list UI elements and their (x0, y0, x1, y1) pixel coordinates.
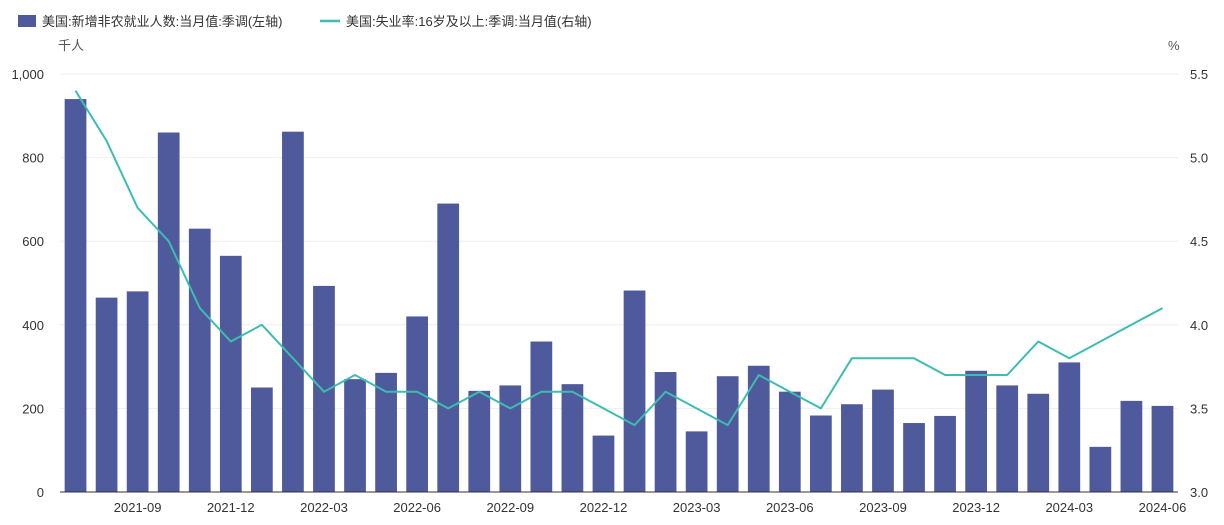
bar (716, 376, 739, 492)
unemployment-line (74, 90, 1163, 427)
bar (1151, 405, 1174, 492)
bar (872, 389, 894, 492)
x-tick-label: 2023-09 (859, 500, 907, 515)
bar (1120, 400, 1143, 492)
bar (282, 131, 304, 492)
bar (685, 431, 708, 492)
bar (437, 203, 460, 492)
bar (809, 415, 832, 492)
bar (250, 387, 273, 492)
y-right-tick-label: 3.5 (1190, 401, 1208, 416)
y-right-tick-label: 5.0 (1190, 151, 1208, 166)
bar (1058, 362, 1081, 492)
bar (95, 297, 118, 492)
bar-series (64, 99, 1174, 492)
bar (406, 316, 429, 492)
legend: 美国:新增非农就业人数:当月值:季调(左轴) 美国:失业率:16岁及以上:季调:… (18, 14, 592, 29)
x-tick-labels: 2021-09 2021-12 2022-03 2022-06 2022-09 2022-… (114, 500, 1187, 515)
bar (1089, 446, 1112, 492)
bar (592, 435, 615, 492)
bar (934, 415, 956, 492)
bar (747, 365, 770, 492)
x-tick-label: 2022-09 (486, 500, 534, 515)
y-left-tick-label: 1,000 (11, 67, 44, 82)
x-tick-label: 2024-03 (1045, 500, 1093, 515)
y-right-unit: % (1168, 38, 1180, 53)
y-left-tick-label: 600 (22, 234, 44, 249)
bar (188, 228, 211, 492)
legend-line-label: 美国:失业率:16岁及以上:季调:当月值(右轴) (346, 14, 592, 29)
bar (530, 341, 553, 492)
y-right-tick-label: 4.0 (1190, 318, 1208, 333)
bar (313, 285, 335, 492)
bar (499, 385, 522, 492)
x-tick-label: 2021-12 (207, 500, 255, 515)
y-left-tick-label: 400 (22, 318, 44, 333)
bar (126, 291, 149, 492)
bar (344, 379, 366, 492)
bar (561, 384, 584, 492)
grid-lines (60, 73, 1178, 409)
x-tick-label: 2023-06 (766, 500, 814, 515)
bar (965, 370, 988, 492)
x-tick-label: 2022-03 (300, 500, 348, 515)
bar (778, 391, 801, 492)
x-tick-label: 2023-12 (952, 500, 1000, 515)
x-tick-label: 2022-06 (393, 500, 441, 515)
y-left-tick-label: 800 (22, 151, 44, 166)
y-right-tick-label: 5.5 (1190, 67, 1208, 82)
bar (219, 255, 242, 492)
bar (375, 372, 397, 492)
y-left-tick-labels: 0 200 400 600 800 1,000 (11, 67, 44, 500)
bar (468, 390, 491, 492)
y-right-tick-label: 3.0 (1190, 485, 1208, 500)
line-series (74, 90, 1163, 427)
bar (654, 372, 677, 492)
y-left-unit: 千人 (58, 38, 84, 53)
bar (623, 290, 646, 492)
bar (157, 132, 180, 492)
y-left-tick-label: 200 (22, 401, 44, 416)
x-tick-label: 2021-09 (114, 500, 162, 515)
bar (64, 99, 87, 492)
bar (1027, 393, 1050, 492)
x-tick-label: 2024-06 (1139, 500, 1187, 515)
bar (996, 385, 1019, 492)
legend-bar-swatch (18, 15, 36, 27)
y-left-tick-label: 0 (37, 485, 44, 500)
y-right-tick-label: 4.5 (1190, 234, 1208, 249)
x-tick-label: 2023-03 (673, 500, 721, 515)
legend-bar-label: 美国:新增非农就业人数:当月值:季调(左轴) (42, 14, 283, 29)
y-right-tick-labels: 3.0 3.5 4.0 4.5 5.0 5.5 (1190, 67, 1208, 500)
x-tick-label: 2022-12 (580, 500, 628, 515)
bar (903, 423, 925, 492)
bar (841, 404, 863, 492)
